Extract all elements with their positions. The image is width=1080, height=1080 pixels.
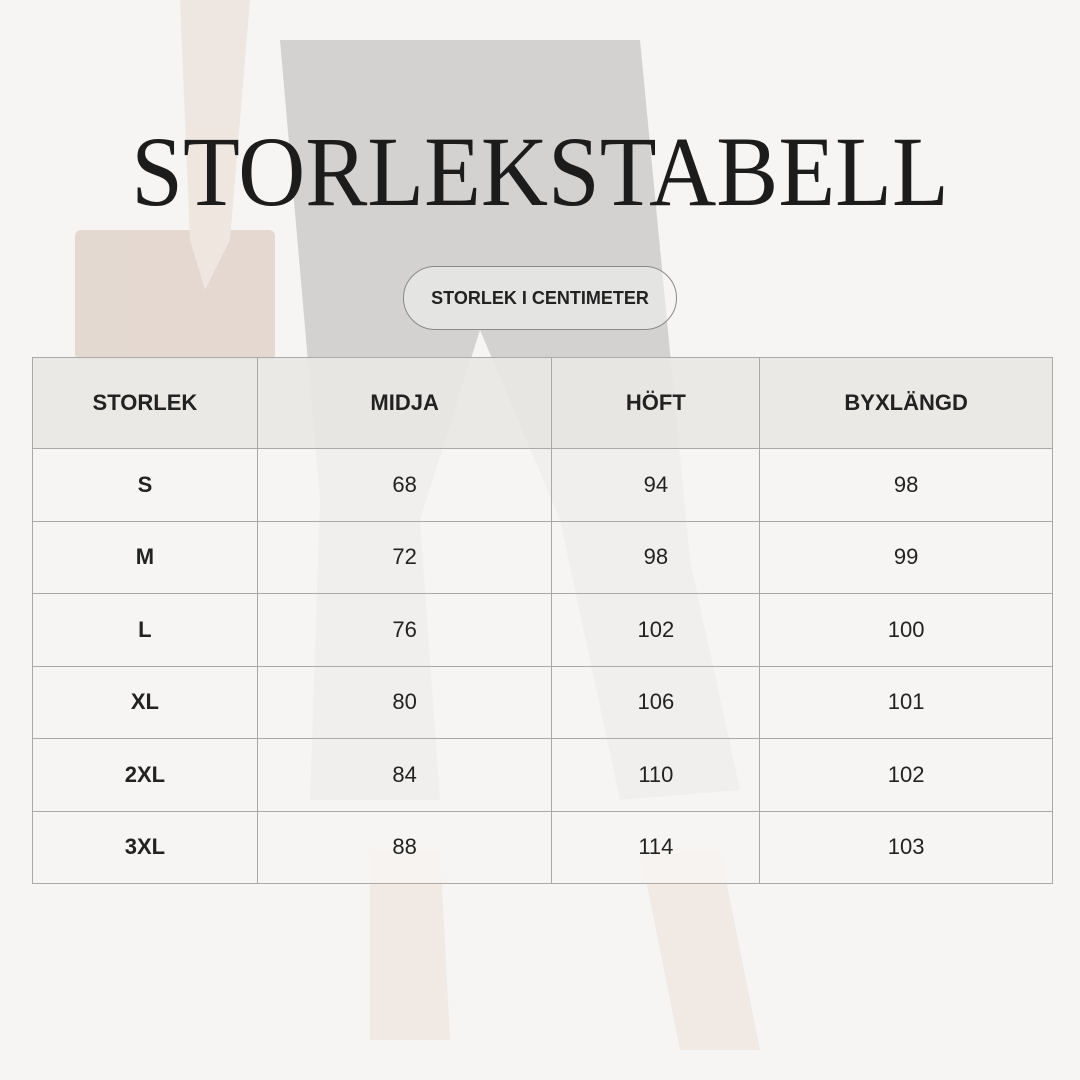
header-length: BYXLÄNGD [759, 357, 1053, 449]
cell-size: L [32, 593, 258, 667]
table-row: L 76 102 100 [32, 593, 1053, 667]
page-title: STORLEKSTABELL [131, 116, 949, 227]
cell-length: 103 [759, 810, 1053, 884]
cell-hip: 98 [551, 520, 761, 594]
cell-waist: 84 [256, 738, 553, 812]
cell-hip: 110 [551, 738, 761, 812]
cell-waist: 88 [256, 810, 553, 884]
cell-waist: 68 [256, 448, 553, 522]
table-row: XL 80 106 101 [32, 665, 1053, 739]
cell-hip: 114 [551, 810, 761, 884]
cell-hip: 106 [551, 665, 761, 739]
cell-hip: 102 [551, 593, 761, 667]
cell-size: M [32, 520, 258, 594]
table-row: 3XL 88 114 103 [32, 810, 1053, 884]
size-table: STORLEK MIDJA HÖFT BYXLÄNGD S 68 94 98 M 72 98… [32, 357, 1053, 884]
cell-length: 98 [759, 448, 1053, 522]
cell-length: 100 [759, 593, 1053, 667]
cell-size: 2XL [32, 738, 258, 812]
cell-waist: 72 [256, 520, 553, 594]
table-header-row: STORLEK MIDJA HÖFT BYXLÄNGD [32, 357, 1053, 449]
cell-length: 99 [759, 520, 1053, 594]
header-size: STORLEK [32, 357, 258, 449]
header-waist: MIDJA [256, 357, 553, 449]
cell-hip: 94 [551, 448, 761, 522]
cell-size: XL [32, 665, 258, 739]
table-row: M 72 98 99 [32, 520, 1053, 594]
cell-length: 101 [759, 665, 1053, 739]
header-hip: HÖFT [551, 357, 761, 449]
table-row: S 68 94 98 [32, 448, 1053, 522]
cell-length: 102 [759, 738, 1053, 812]
cell-size: 3XL [32, 810, 258, 884]
cell-waist: 80 [256, 665, 553, 739]
cell-waist: 76 [256, 593, 553, 667]
table-row: 2XL 84 110 102 [32, 738, 1053, 812]
cell-size: S [32, 448, 258, 522]
unit-badge: STORLEK I CENTIMETER [403, 266, 677, 330]
